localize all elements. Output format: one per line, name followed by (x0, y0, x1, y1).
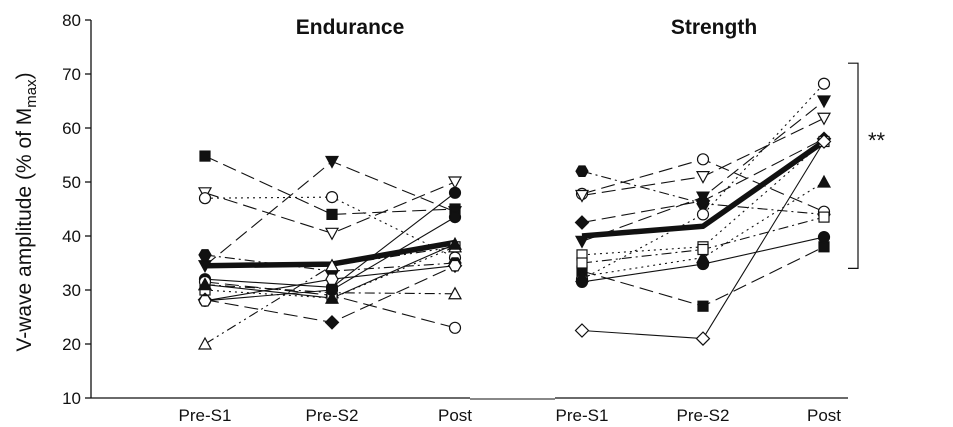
data-point (447, 176, 463, 190)
data-point (199, 150, 211, 162)
bracket-line (848, 62, 859, 269)
data-point (574, 189, 590, 203)
data-point (695, 331, 711, 346)
data-point (697, 243, 709, 256)
y-axis-title-sub: max (23, 79, 40, 108)
data-point (697, 300, 709, 312)
data-point (576, 257, 588, 269)
y-axis-title-close: ) (13, 72, 36, 79)
data-point (325, 191, 339, 204)
data-point (695, 191, 711, 205)
data-point (448, 259, 462, 272)
y-tick-label: 10 (62, 389, 81, 408)
y-tick-label: 50 (62, 173, 81, 192)
significance-label: ** (868, 128, 886, 153)
significance-bracket: ** (848, 62, 886, 269)
subject-line (204, 181, 456, 234)
data-point (198, 295, 212, 307)
data-point (197, 260, 213, 273)
data-point (695, 171, 711, 184)
data-point (816, 95, 832, 109)
y-tick-label: 40 (62, 227, 81, 246)
subject-markers (574, 174, 832, 283)
data-point (574, 323, 590, 338)
data-point (816, 112, 832, 126)
y-tick-label: 70 (62, 65, 81, 84)
data-point (325, 273, 339, 285)
x-axis: Pre-S1 Pre-S2 Post Pre-S1 Pre-S2 Post (91, 397, 848, 425)
data-point (324, 290, 340, 304)
data-point (197, 336, 213, 350)
y-axis-title-main: V-wave amplitude (% of M (13, 108, 36, 352)
panel-title-endurance: Endurance (296, 16, 405, 39)
data-point (816, 134, 832, 149)
data-point (447, 236, 463, 250)
data-point (448, 211, 462, 224)
data-point (324, 258, 340, 272)
plot-area (197, 77, 832, 350)
y-tick-label: 60 (62, 119, 81, 138)
data-point (816, 174, 832, 188)
subject-markers (574, 112, 832, 203)
data-point (197, 277, 213, 291)
data-point (818, 241, 830, 253)
subject-markers (574, 134, 832, 346)
y-axis: 10 20 30 40 50 60 70 80 (62, 11, 92, 408)
x-tick-label: Pre-S1 (556, 406, 609, 425)
subject-series (204, 181, 456, 234)
data-point (198, 192, 212, 205)
data-point (324, 155, 340, 169)
data-point (574, 215, 590, 230)
mean-series (581, 139, 826, 239)
data-point (574, 269, 590, 283)
panel-title-strength: Strength (671, 16, 757, 39)
data-point (817, 230, 831, 244)
subject-markers (576, 211, 830, 269)
data-point (198, 249, 212, 261)
subject-line (204, 155, 456, 215)
data-point (324, 315, 340, 330)
data-point (818, 211, 830, 223)
mean-line (581, 139, 826, 239)
y-tick-label: 80 (62, 11, 81, 30)
subject-markers (198, 259, 462, 307)
y-tick-label: 20 (62, 335, 81, 354)
data-point (448, 186, 462, 199)
subject-markers (197, 176, 463, 241)
data-point (447, 286, 463, 300)
data-point (326, 208, 338, 220)
data-point (575, 165, 589, 177)
data-point (696, 208, 710, 221)
subject-markers (197, 236, 463, 304)
x-tick-label: Post (438, 406, 472, 425)
data-point (696, 153, 710, 166)
x-tick-label: Pre-S2 (677, 406, 730, 425)
panel-endurance (197, 150, 463, 350)
panel-strength (574, 77, 832, 346)
subject-series (204, 155, 456, 215)
data-point (695, 250, 711, 264)
data-point (448, 321, 462, 334)
data-point (817, 77, 831, 90)
y-axis-title: V-wave amplitude (% of Mmax) (13, 72, 40, 351)
data-point (324, 227, 340, 241)
x-tick-label: Pre-S1 (179, 406, 232, 425)
x-tick-label: Post (807, 406, 841, 425)
data-point (574, 235, 590, 249)
x-tick-label: Pre-S2 (306, 406, 359, 425)
subject-markers (574, 95, 832, 249)
y-tick-label: 30 (62, 281, 81, 300)
